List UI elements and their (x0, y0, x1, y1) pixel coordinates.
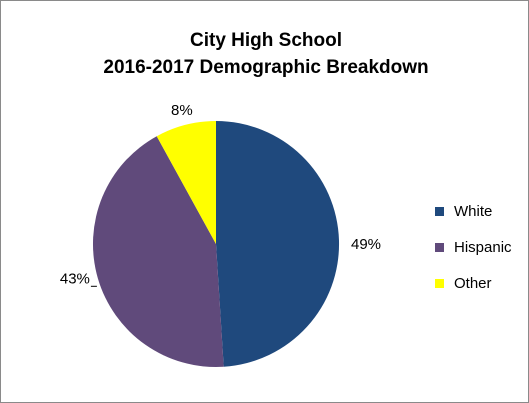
pie-slice-other (156, 120, 216, 244)
legend-label-other: Other (454, 275, 492, 292)
pie-slice-white (216, 120, 340, 367)
legend-swatch-other (435, 279, 444, 288)
legend-swatch-hispanic (435, 243, 444, 252)
data-labels: 49% 43% 8% (60, 102, 381, 287)
legend-label-hispanic: Hispanic (454, 239, 512, 256)
legend-label-white: White (454, 203, 493, 220)
legend-item-white: White (435, 201, 512, 222)
pie-slice-hispanic (92, 136, 224, 368)
legend-item-hispanic: Hispanic (435, 237, 512, 258)
chart-title-line-1: City High School (190, 30, 342, 51)
chart-title: City High School 2016-2017 Demographic B… (41, 27, 491, 81)
data-label-hispanic: 43% (60, 270, 90, 287)
data-label-other: 8% (171, 102, 193, 119)
data-label-white: 49% (351, 236, 381, 253)
chart-title-line-2: 2016-2017 Demographic Breakdown (103, 57, 429, 78)
legend-item-other: Other (435, 273, 512, 294)
pie-slices (92, 120, 340, 368)
legend: White Hispanic Other (435, 201, 512, 309)
legend-swatch-white (435, 207, 444, 216)
